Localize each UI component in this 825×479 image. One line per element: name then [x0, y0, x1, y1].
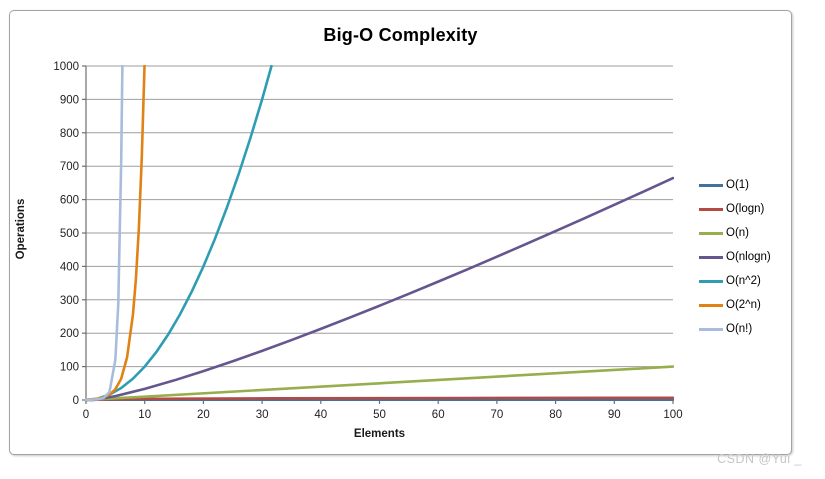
legend-item: O(n^2) [699, 269, 771, 293]
y-tick-label: 900 [60, 94, 79, 106]
series-line-o-n-2 [85, 65, 273, 402]
series-line-o-n [85, 365, 674, 402]
x-tick-label: 100 [663, 409, 682, 421]
legend-label: O(nlogn) [726, 251, 771, 263]
x-tick-label: 70 [491, 409, 504, 421]
legend-item: O(n) [699, 221, 771, 245]
y-tick-label: 400 [60, 261, 79, 273]
x-axis-title: Elements [353, 428, 406, 440]
x-tick-label: 10 [138, 409, 151, 421]
legend-line-swatch [699, 207, 723, 211]
x-tick-label: 0 [83, 409, 89, 421]
y-tick-label: 1000 [53, 61, 79, 73]
chart-title: Big-O Complexity [323, 25, 478, 45]
y-tick-label: 200 [60, 328, 79, 340]
y-tick-label: 600 [60, 195, 79, 207]
legend-item: O(nlogn) [699, 245, 771, 269]
plot-area: 0 100 200 300 400 500 600 700 800 900 1000 0 10 20 30 4… [53, 61, 682, 421]
chart-legend: O(1) O(logn) O(n) O(nlogn) O(n^2) O(2^n) O(n!) [699, 173, 771, 341]
legend-label: O(logn) [726, 203, 765, 215]
legend-label: O(n^2) [726, 275, 761, 287]
x-tick-label: 60 [432, 409, 445, 421]
legend-item: O(n!) [699, 317, 771, 341]
legend-item: O(logn) [699, 197, 771, 221]
series-line-o-n [85, 65, 124, 401]
legend-item: O(2^n) [699, 293, 771, 317]
x-tick-label: 20 [197, 409, 210, 421]
x-tick-label: 50 [373, 409, 386, 421]
x-tick-label: 30 [256, 409, 269, 421]
chart-frame: Big-O Complexity Operations 0 100 200 300 40… [9, 10, 792, 455]
legend-line-swatch [699, 327, 723, 331]
y-tick-label: 300 [60, 295, 79, 307]
legend-line-swatch [699, 255, 723, 259]
legend-label: O(n) [726, 227, 749, 239]
series-line-o-nlogn [85, 176, 674, 402]
y-tick-label: 700 [60, 161, 79, 173]
y-tick-label: 500 [60, 228, 79, 240]
y-tick-label: 0 [73, 395, 79, 407]
legend-line-swatch [699, 279, 723, 283]
watermark: CSDN @Yui _ [717, 452, 802, 466]
legend-label: O(n!) [726, 323, 753, 335]
legend-label: O(1) [726, 179, 749, 191]
legend-item: O(1) [699, 173, 771, 197]
y-tick-label: 100 [60, 362, 79, 374]
legend-line-swatch [699, 303, 723, 307]
x-tick-label: 40 [314, 409, 327, 421]
legend-line-swatch [699, 231, 723, 235]
x-tick-label: 90 [608, 409, 621, 421]
legend-line-swatch [699, 183, 723, 187]
y-tick-label: 800 [60, 128, 79, 140]
legend-label: O(2^n) [726, 299, 761, 311]
x-tick-label: 80 [549, 409, 562, 421]
